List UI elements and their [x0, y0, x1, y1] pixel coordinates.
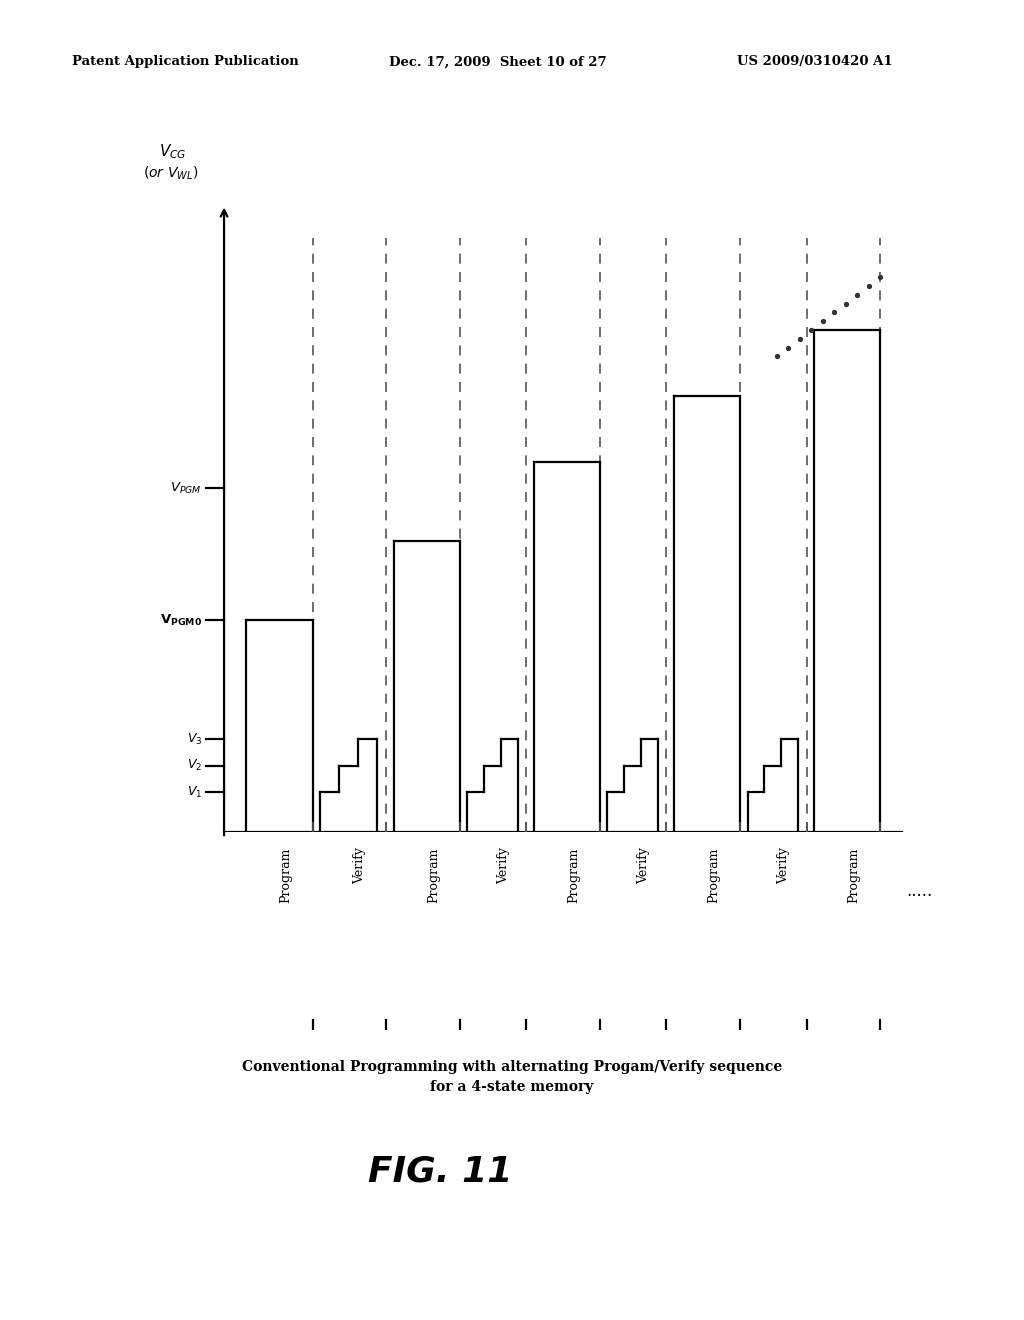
Text: US 2009/0310420 A1: US 2009/0310420 A1 [737, 55, 893, 69]
Text: $V_2$: $V_2$ [186, 758, 202, 774]
Text: FIG. 11: FIG. 11 [369, 1155, 512, 1189]
Text: Verify: Verify [637, 847, 650, 884]
Text: $V_1$: $V_1$ [186, 784, 202, 800]
Text: Program: Program [847, 847, 860, 903]
Text: Patent Application Publication: Patent Application Publication [72, 55, 298, 69]
Text: $V_{PGM}$: $V_{PGM}$ [170, 480, 202, 496]
Text: $(or\ V_{WL})$: $(or\ V_{WL})$ [143, 165, 199, 182]
Text: $V_3$: $V_3$ [186, 731, 202, 747]
Text: for a 4-state memory: for a 4-state memory [430, 1080, 594, 1094]
Text: Verify: Verify [353, 847, 366, 884]
Text: Program: Program [707, 847, 720, 903]
Text: Program: Program [567, 847, 580, 903]
Text: $V_{CG}$: $V_{CG}$ [159, 143, 186, 161]
Text: Verify: Verify [497, 847, 510, 884]
Text: Verify: Verify [777, 847, 790, 884]
Text: Conventional Programming with alternating Progam/Verify sequence: Conventional Programming with alternatin… [242, 1060, 782, 1074]
Text: Program: Program [427, 847, 439, 903]
Text: .....: ..... [906, 882, 932, 900]
Text: Dec. 17, 2009  Sheet 10 of 27: Dec. 17, 2009 Sheet 10 of 27 [389, 55, 607, 69]
Text: $\mathbf{V_{PGM0}}$: $\mathbf{V_{PGM0}}$ [160, 612, 202, 628]
Text: Program: Program [280, 847, 292, 903]
